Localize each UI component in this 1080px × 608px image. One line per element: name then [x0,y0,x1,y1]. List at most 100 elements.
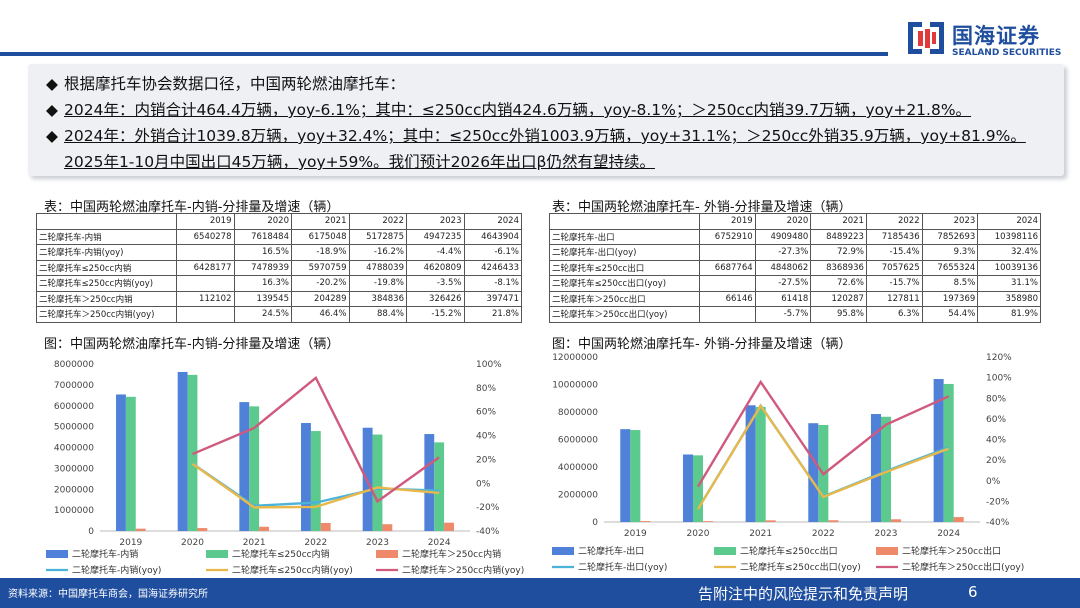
legend-swatch [206,550,228,558]
table-row: 二轮摩托车≤250cc出口 6687764 4848062 8368936 705762… [549,259,1041,276]
table-row: 二轮摩托车≤250cc出口(yoy) -27.5% 72.6% -15.7% 8.5% 3… [549,275,1041,292]
x-tick-label: 2019 [624,529,647,539]
x-tick-label: 2023 [366,538,389,548]
table-row-label: 二轮摩托车＞250cc内销(yoy) [36,306,177,323]
x-tick-label: 2019 [119,538,142,548]
y2-tick-label: 60% [986,415,1006,425]
table-cell: 72.6% [810,275,867,292]
bar [870,414,881,522]
table-cell [699,244,756,261]
series-line [192,375,440,504]
legend-label: 二轮摩托车≤250cc内销 [232,548,330,560]
table-cell [176,306,235,323]
table-cell: 31.1% [977,275,1041,292]
table-cell: -3.5% [406,275,465,292]
bar [630,430,641,522]
table-cell: 4246433 [463,259,522,276]
y-tick-label: 8000000 [558,408,598,418]
table-row-label: 二轮摩托车≤250cc内销 [36,259,177,276]
table-cell: -4.4% [406,244,465,261]
table-row-label: 二轮摩托车＞250cc出口(yoy) [549,306,700,323]
y-tick-label: 2000000 [558,491,598,501]
table-row-label: 二轮摩托车-出口(yoy) [549,244,700,261]
y2-tick-label: -40% [986,518,1010,528]
table-header-cell: 2020 [754,213,812,230]
table-header-cell: 2024 [463,213,522,230]
bar [682,454,693,522]
table-cell: 16.5% [233,244,292,261]
table-row: 二轮摩托车≤250cc内销 6428177 7478939 5970759 478803… [36,259,522,276]
table-cell: -16.2% [348,244,407,261]
table-cell: 4788039 [348,259,407,276]
y2-tick-label: 20% [986,456,1006,466]
table-cell: 7478939 [233,259,292,276]
table-cell: -6.1% [463,244,522,261]
bar [703,521,714,522]
y2-tick-label: 20% [476,455,496,465]
table-cell: 4620809 [406,259,465,276]
table-cell: 9.3% [921,244,979,261]
table-cell: 7185436 [865,228,923,245]
bar [953,517,964,522]
bar [372,434,383,531]
table-row: 二轮摩托车＞250cc出口(yoy) -5.7% 95.8% 6.3% 54.4% 81.… [549,306,1041,323]
legend-swatch [376,550,398,558]
summary-text-1: 根据摩托车协会数据口径，中国两轮燃油摩托车： [64,75,406,93]
table-cell: 204289 [291,290,350,307]
table-cell: 8368936 [810,259,867,276]
footer-disclaimer: 告附注中的风险提示和免责声明 [698,585,909,603]
legend-label: 二轮摩托车≤250cc出口(yoy) [740,561,861,573]
bar [828,520,839,522]
table-cell: 112102 [176,290,235,307]
legend-label: 二轮摩托车-内销(yoy) [72,564,161,576]
table-header-cell: 2021 [810,213,867,230]
table-cell: 120287 [810,290,867,307]
y-tick-label: 4000000 [558,463,598,473]
table-cell: 61418 [754,290,812,307]
x-tick-label: 2023 [875,529,898,539]
table-cell: 6.3% [865,306,923,323]
export-sales-table: 2019 2020 2021 2022 2023 2024 二轮摩托车-出口 6752910 4… [549,213,1041,323]
table-cell: -15.7% [865,275,923,292]
table-row-label: 二轮摩托车＞250cc出口 [549,290,700,307]
x-tick-label: 2022 [304,538,327,548]
y-tick-label: 0 [592,518,598,528]
diamond-bullet-icon: ◆ [46,75,58,93]
table-row-label: 二轮摩托车＞250cc内销 [36,290,177,307]
x-tick-label: 2020 [181,538,204,548]
table-cell: 66146 [699,290,756,307]
table-row: 二轮摩托车-内销 6540278 7618484 6175048 5172875 4947… [36,228,522,245]
footer-bar [0,578,1080,608]
table-cell: -8.1% [463,275,522,292]
legend-label: 二轮摩托车＞250cc出口(yoy) [902,561,1024,573]
table-cell [176,244,235,261]
table-cell: 139545 [233,290,292,307]
table-row: 二轮摩托车-出口 6752910 4909480 8489223 7185436 7852… [549,228,1041,245]
table-cell: 326426 [406,290,465,307]
y-tick-label: 3000000 [54,464,94,474]
table-cell: 6752910 [699,228,756,245]
domestic-chart-title: 图：中国两轮燃油摩托车-内销-分排量及增速（辆） [44,337,340,352]
table-cell: 46.4% [291,306,350,323]
table-row-label: 二轮摩托车≤250cc内销(yoy) [36,275,177,292]
table-cell: 4909480 [754,228,812,245]
series-line [191,462,440,509]
table-row-label: 二轮摩托车≤250cc出口(yoy) [549,275,700,292]
bar [891,519,902,522]
y2-tick-label: 80% [986,394,1006,404]
legend-label: 二轮摩托车＞250cc内销 [402,548,501,560]
brand-name-en: SEALAND SECURITIES [952,48,1062,58]
y-tick-label: 6000000 [54,402,94,412]
y-tick-label: 0 [88,527,94,537]
table-cell: 4947235 [406,228,465,245]
footer-source: 资料来源：中国摩托车商会，国海证券研究所 [8,589,208,600]
y2-tick-label: -40% [476,527,500,537]
table-cell: 397471 [463,290,522,307]
table-header-row: 2019 2020 2021 2022 2023 2024 [36,213,522,230]
x-tick-label: 2021 [749,529,772,539]
table-header-cell: 2019 [699,213,756,230]
table-cell: -20.2% [291,275,350,292]
x-tick-label: 2020 [687,529,710,539]
y2-tick-label: 40% [986,436,1006,446]
table-cell: -5.7% [754,306,812,323]
